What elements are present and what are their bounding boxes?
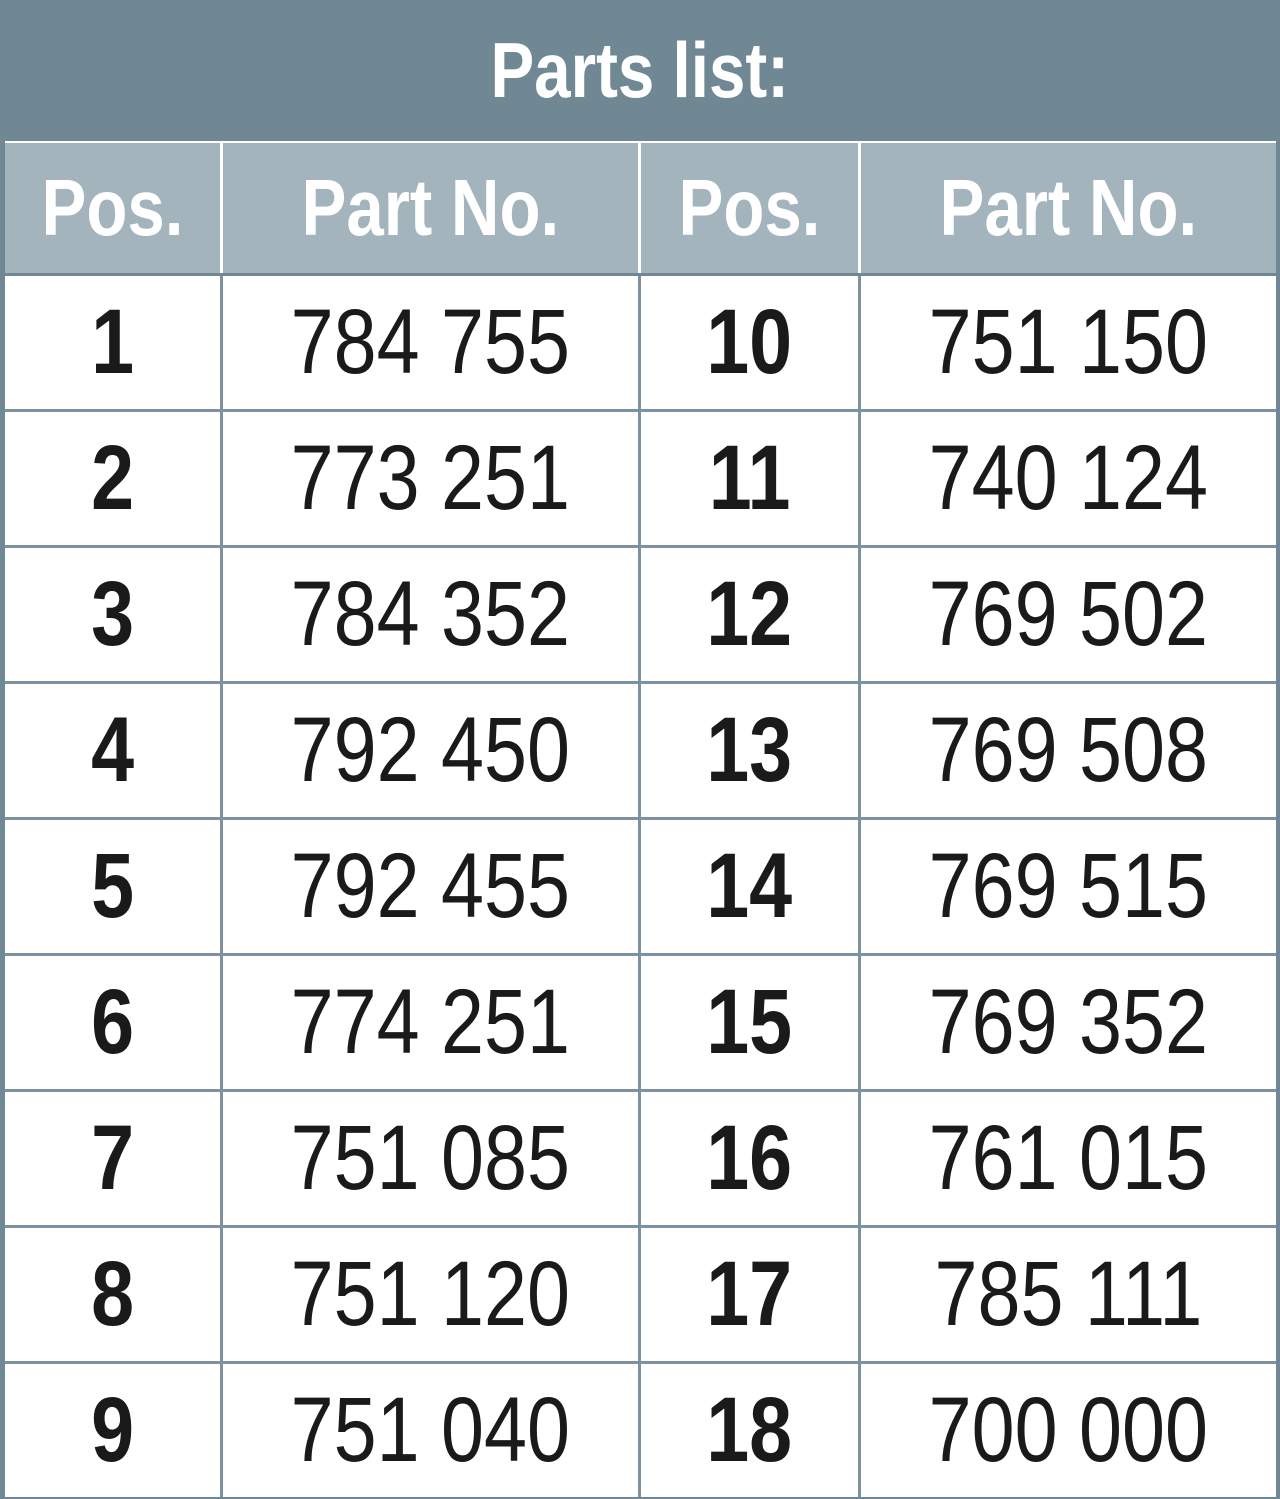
cell-text: 3 <box>91 563 134 665</box>
pos-cell: 1 <box>5 276 220 409</box>
pos-cell: 9 <box>5 1364 220 1497</box>
pos-cell: 4 <box>5 684 220 817</box>
cell-text: 769 352 <box>928 971 1209 1073</box>
cell-text: 1 <box>91 291 134 393</box>
cell-text: 792 455 <box>290 835 571 937</box>
cell-text: 774 251 <box>290 971 571 1073</box>
pos-cell: 14 <box>641 820 858 953</box>
pos-cell: 15 <box>641 956 858 1089</box>
cell-text: 784 755 <box>290 291 571 393</box>
header-text: Part No. <box>939 163 1198 252</box>
part-no-cell: 761 015 <box>861 1092 1276 1225</box>
part-no-cell: 792 450 <box>223 684 638 817</box>
cell-text: 773 251 <box>290 427 571 529</box>
part-no-cell: 751 150 <box>861 276 1276 409</box>
cell-text: 14 <box>706 835 793 937</box>
cell-text: 761 015 <box>928 1107 1209 1209</box>
part-no-cell: 751 040 <box>223 1364 638 1497</box>
cell-text: 5 <box>91 835 134 937</box>
cell-text: 11 <box>708 427 791 529</box>
cell-text: 751 040 <box>290 1379 571 1481</box>
cell-text: 6 <box>91 971 134 1073</box>
part-no-cell: 784 755 <box>223 276 638 409</box>
part-no-cell: 785 111 <box>861 1228 1276 1361</box>
cell-text: 2 <box>91 427 134 529</box>
cell-text: 785 111 <box>934 1243 1203 1345</box>
part-no-cell: 774 251 <box>223 956 638 1089</box>
part-no-cell: 769 352 <box>861 956 1276 1089</box>
pos-cell: 3 <box>5 548 220 681</box>
cell-text: 751 085 <box>290 1107 571 1209</box>
table-body: 1 784 755 10 751 150 2 773 251 11 740 124 3 784 3… <box>5 276 1276 1497</box>
header-pos-2: Pos. <box>641 143 858 273</box>
header-pos-1: Pos. <box>5 143 220 273</box>
pos-cell: 12 <box>641 548 858 681</box>
pos-cell: 11 <box>641 412 858 545</box>
table-title-text: Parts list: <box>490 25 790 114</box>
cell-text: 18 <box>706 1379 793 1481</box>
pos-cell: 6 <box>5 956 220 1089</box>
header-text: Pos. <box>41 163 184 252</box>
cell-text: 12 <box>706 563 793 665</box>
part-no-cell: 769 515 <box>861 820 1276 953</box>
pos-cell: 5 <box>5 820 220 953</box>
cell-text: 700 000 <box>928 1379 1209 1481</box>
part-no-cell: 792 455 <box>223 820 638 953</box>
cell-text: 7 <box>91 1107 134 1209</box>
pos-cell: 18 <box>641 1364 858 1497</box>
cell-text: 8 <box>91 1243 134 1345</box>
cell-text: 769 508 <box>928 699 1209 801</box>
part-no-cell: 740 124 <box>861 412 1276 545</box>
header-row: Pos. Part No. Pos. Part No. <box>5 141 1276 273</box>
pos-cell: 2 <box>5 412 220 545</box>
part-no-cell: 751 085 <box>223 1092 638 1225</box>
part-no-cell: 751 120 <box>223 1228 638 1361</box>
cell-text: 9 <box>91 1379 134 1481</box>
header-part-no-2: Part No. <box>861 143 1276 273</box>
pos-cell: 13 <box>641 684 858 817</box>
cell-text: 13 <box>706 699 793 801</box>
header-text: Pos. <box>678 163 821 252</box>
pos-cell: 16 <box>641 1092 858 1225</box>
cell-text: 751 150 <box>928 291 1209 393</box>
cell-text: 751 120 <box>290 1243 571 1345</box>
cell-text: 4 <box>91 699 134 801</box>
table-title: Parts list: <box>0 0 1280 140</box>
cell-text: 792 450 <box>290 699 571 801</box>
part-no-cell: 784 352 <box>223 548 638 681</box>
cell-text: 10 <box>706 291 793 393</box>
pos-cell: 10 <box>641 276 858 409</box>
pos-cell: 7 <box>5 1092 220 1225</box>
header-part-no-1: Part No. <box>223 143 638 273</box>
cell-text: 15 <box>706 971 793 1073</box>
header-text: Part No. <box>301 163 560 252</box>
cell-text: 784 352 <box>290 563 571 665</box>
cell-text: 16 <box>706 1107 793 1209</box>
part-no-cell: 769 502 <box>861 548 1276 681</box>
pos-cell: 8 <box>5 1228 220 1361</box>
cell-text: 17 <box>706 1243 793 1345</box>
cell-text: 769 502 <box>928 563 1209 665</box>
part-no-cell: 773 251 <box>223 412 638 545</box>
pos-cell: 17 <box>641 1228 858 1361</box>
part-no-cell: 769 508 <box>861 684 1276 817</box>
cell-text: 740 124 <box>928 427 1209 529</box>
part-no-cell: 700 000 <box>861 1364 1276 1497</box>
cell-text: 769 515 <box>928 835 1209 937</box>
